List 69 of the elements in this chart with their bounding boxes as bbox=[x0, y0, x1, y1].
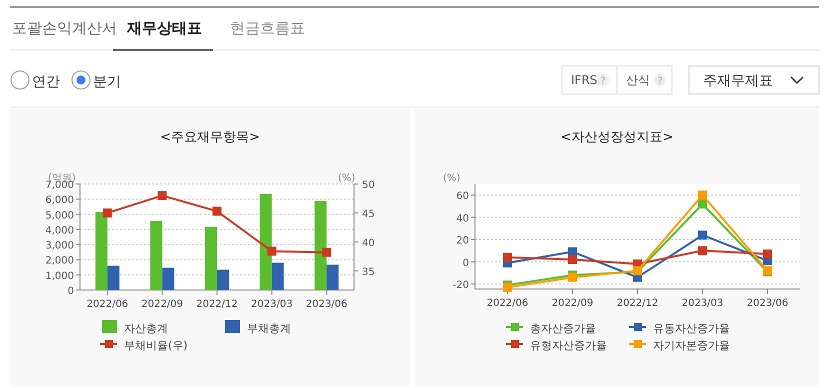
x-tick-label: 2022/09 bbox=[141, 299, 183, 310]
y-tick-label: 0 bbox=[68, 286, 74, 297]
y-tick-label: 2,000 bbox=[45, 256, 74, 267]
point bbox=[267, 246, 276, 256]
y2-tick-label: 45 bbox=[362, 208, 375, 220]
text: 분기 bbox=[93, 74, 121, 90]
y-tick-label: 1,000 bbox=[45, 270, 74, 282]
point bbox=[322, 248, 332, 257]
bar bbox=[217, 270, 229, 290]
y-tick-label: 4,000 bbox=[45, 225, 74, 236]
bar bbox=[272, 262, 284, 290]
point bbox=[763, 250, 772, 258]
x-tick-label: 2023/06 bbox=[746, 298, 788, 309]
x-tick-label: 2022/12 bbox=[616, 298, 658, 309]
legend-label: 유동자산증가율 bbox=[653, 322, 730, 335]
bar bbox=[260, 194, 272, 290]
y-axis-title: (%) bbox=[443, 173, 460, 184]
text: ? bbox=[600, 76, 606, 87]
text: 재무상태표 bbox=[126, 19, 202, 37]
y-tick-label: 60 bbox=[456, 191, 469, 202]
bar bbox=[162, 268, 174, 290]
y-tick-label: -20 bbox=[452, 280, 469, 291]
bar bbox=[107, 266, 120, 290]
x-tick-label: 2022/09 bbox=[552, 298, 594, 309]
point bbox=[568, 255, 577, 264]
bar bbox=[150, 220, 162, 290]
x-tick-label: 2022/06 bbox=[86, 299, 128, 310]
y2-tick-label: 40 bbox=[362, 238, 375, 249]
chart-title: <자산성장성지표> bbox=[560, 130, 674, 145]
legend-label: 자산총계 bbox=[124, 322, 168, 335]
y-tick-label: 6,000 bbox=[45, 195, 74, 206]
point bbox=[698, 190, 707, 200]
legend-label: 부채총계 bbox=[247, 322, 291, 335]
bar bbox=[205, 226, 217, 290]
point bbox=[698, 200, 707, 208]
y2-tick-label: 35 bbox=[362, 266, 375, 278]
legend-label: 부채비율(우) bbox=[124, 339, 188, 352]
text: IFRS bbox=[571, 73, 598, 87]
y-tick-label: 0 bbox=[462, 258, 469, 269]
bar bbox=[95, 212, 108, 290]
legend-label: 자기자본증가율 bbox=[653, 339, 730, 352]
point bbox=[212, 206, 222, 216]
text: 산식 bbox=[626, 73, 650, 87]
bar bbox=[326, 264, 339, 290]
y2-axis-title: (%) bbox=[338, 173, 356, 184]
point bbox=[158, 191, 167, 200]
y-tick-label: 3,000 bbox=[45, 240, 74, 252]
y-tick-label: 40 bbox=[456, 213, 469, 224]
x-tick-label: 2023/06 bbox=[306, 299, 348, 310]
chart-title: <주요재무항목> bbox=[160, 130, 260, 145]
y2-tick-label: 50 bbox=[362, 180, 375, 191]
text: 포괄손익계산서 bbox=[12, 19, 117, 37]
bar bbox=[314, 200, 327, 290]
text: 연간 bbox=[32, 74, 60, 90]
legend-label: 유형자산증가율 bbox=[530, 339, 607, 352]
point bbox=[503, 252, 512, 262]
x-tick-label: 2022/06 bbox=[486, 298, 528, 309]
point bbox=[698, 230, 707, 240]
x-tick-label: 2023/03 bbox=[682, 298, 724, 309]
y-tick-label: 20 bbox=[456, 236, 469, 247]
text: 현금흐름표 bbox=[230, 19, 305, 37]
text: ? bbox=[657, 76, 663, 87]
point bbox=[698, 246, 707, 256]
text: 주재무제표 bbox=[703, 73, 773, 89]
x-tick-label: 2023/03 bbox=[251, 299, 293, 310]
legend-label: 총자산증가율 bbox=[530, 322, 596, 335]
y-tick-label: 5,000 bbox=[45, 210, 74, 222]
x-tick-label: 2022/12 bbox=[196, 299, 238, 310]
point bbox=[102, 208, 112, 218]
